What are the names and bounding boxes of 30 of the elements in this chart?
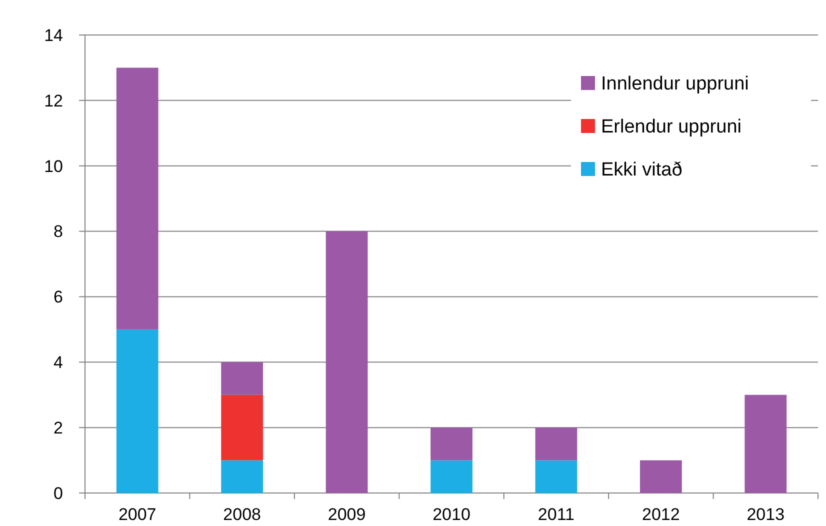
bar	[116, 68, 158, 330]
x-tick-label: 2007	[118, 505, 156, 524]
bar	[640, 460, 682, 493]
bar	[221, 362, 264, 395]
x-tick-label: 2012	[642, 505, 680, 524]
y-tick-label: 14	[44, 26, 63, 45]
legend-label: Innlendur uppruni	[601, 74, 749, 95]
bar	[535, 428, 578, 460]
y-tick-label: 4	[54, 353, 63, 372]
bar	[430, 428, 472, 460]
y-tick-label: 8	[54, 222, 63, 242]
bar	[430, 460, 472, 493]
y-tick-label: 2	[54, 418, 63, 438]
y-tick-label: 6	[54, 288, 63, 307]
legend-label: Ekki vitað	[601, 160, 682, 181]
bar	[116, 329, 158, 493]
x-tick-label: 2013	[746, 505, 785, 524]
y-tick-label: 0	[54, 484, 63, 503]
x-tick-label: 2009	[328, 505, 366, 524]
y-tick-label: 10	[44, 156, 63, 176]
bar	[221, 394, 264, 460]
bar	[535, 460, 578, 493]
bar	[744, 394, 787, 493]
bar	[326, 231, 368, 493]
y-tick-label: 12	[44, 91, 63, 110]
bar	[221, 460, 264, 493]
legend-label: Erlendur uppruni	[601, 116, 742, 138]
x-tick-label: 2010	[432, 505, 470, 524]
x-tick-label: 2011	[538, 505, 574, 524]
x-tick-label: 2008	[223, 505, 261, 524]
